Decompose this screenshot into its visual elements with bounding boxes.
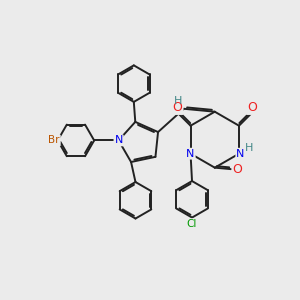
Text: O: O — [247, 101, 257, 114]
Text: Cl: Cl — [187, 219, 197, 229]
Text: N: N — [236, 149, 245, 159]
Text: H: H — [174, 96, 183, 106]
Text: O: O — [232, 163, 242, 176]
Text: N: N — [186, 149, 195, 159]
Text: O: O — [173, 101, 182, 114]
Text: N: N — [114, 135, 123, 146]
Text: Br: Br — [48, 135, 60, 146]
Text: H: H — [245, 143, 254, 153]
